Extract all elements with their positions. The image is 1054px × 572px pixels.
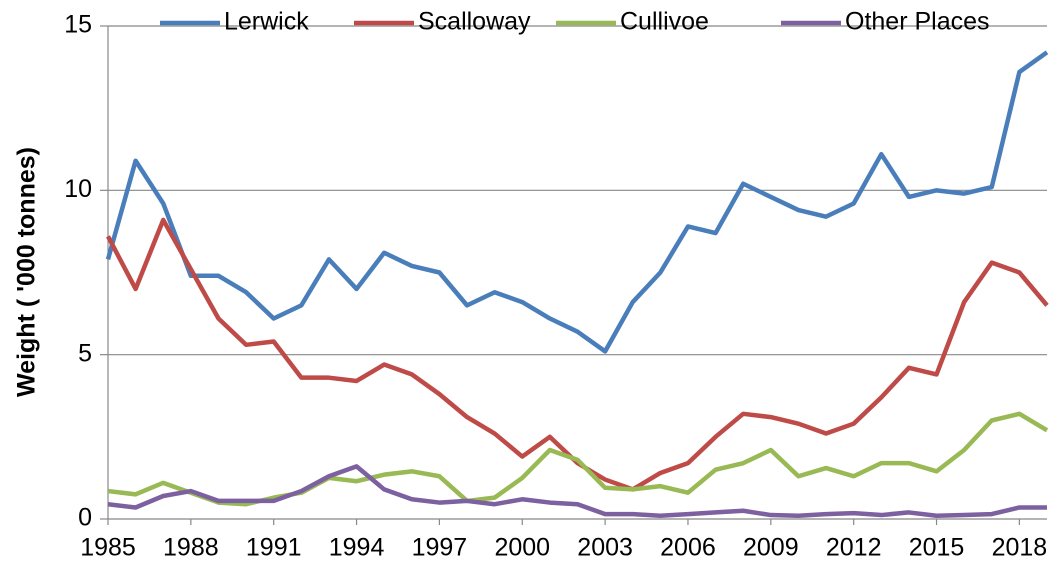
x-tick-label: 2006 [660, 534, 716, 562]
x-tick-label: 1991 [246, 534, 302, 562]
legend-label: Other Places [845, 8, 990, 36]
series-line [107, 411, 1049, 507]
x-tick-label: 2015 [909, 534, 965, 562]
series-line [107, 464, 1047, 518]
legend-label: Cullivoe [620, 8, 709, 36]
x-tick-label: 2009 [743, 534, 799, 562]
series-line [106, 217, 1049, 492]
x-tick-label: 2003 [577, 534, 633, 562]
x-tick-label: 2018 [992, 534, 1048, 562]
x-tick-label: 2000 [494, 534, 550, 562]
y-tick-label: 5 [78, 339, 92, 367]
series-line [105, 50, 1049, 354]
y-tick-label: 15 [64, 11, 92, 39]
y-tick-label: 10 [64, 175, 92, 203]
x-tick-label: 1997 [412, 534, 468, 562]
y-axis-label: Weight ( '000 tonnes) [13, 147, 41, 397]
x-tick-label: 1988 [163, 534, 219, 562]
y-tick-label: 0 [78, 504, 92, 532]
x-tick-label: 2012 [826, 534, 882, 562]
legend-label: Lerwick [224, 8, 309, 36]
legend-label: Scalloway [418, 8, 531, 36]
x-tick-label: 1985 [80, 534, 136, 562]
x-tick-label: 1994 [329, 534, 385, 562]
